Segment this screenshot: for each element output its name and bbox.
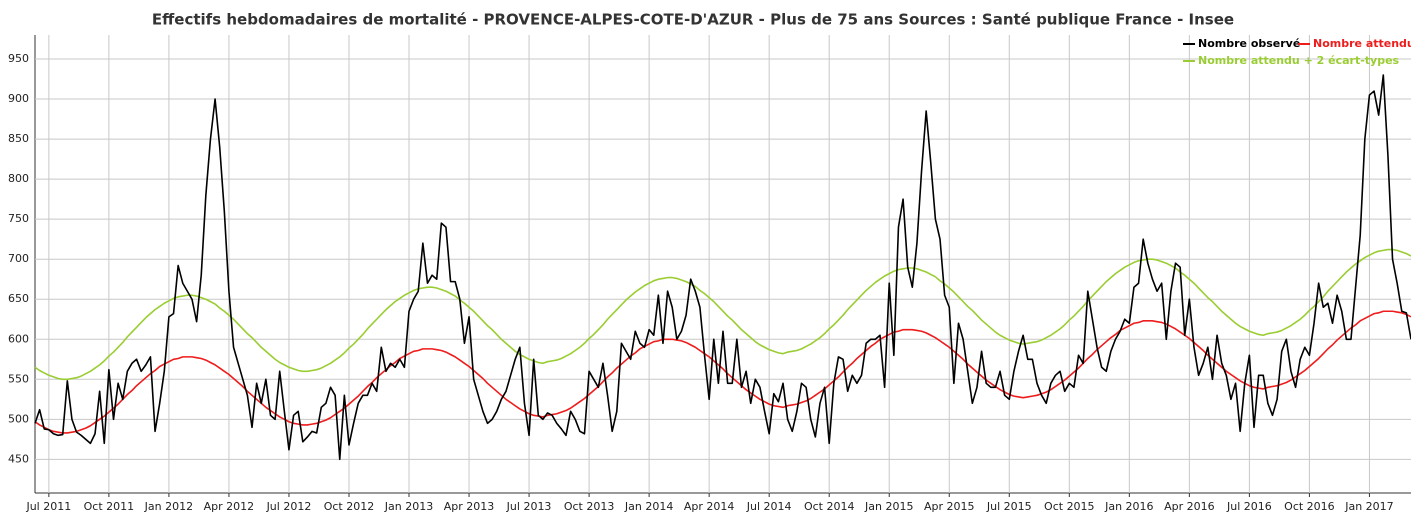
x-tick-label: Apr 2016	[1164, 500, 1215, 513]
x-tick-label: Oct 2012	[324, 500, 375, 513]
y-tick-label: 650	[8, 292, 29, 305]
x-tick-label: Oct 2013	[564, 500, 615, 513]
series-line	[34, 74, 1411, 461]
y-tick-label: 900	[8, 92, 29, 105]
y-tick-label: 700	[8, 252, 29, 265]
x-tick-label: Oct 2016	[1284, 500, 1335, 513]
legend-label: Nombre attendu	[1313, 37, 1411, 50]
x-tick-label: Apr 2012	[204, 500, 255, 513]
chart-title: Effectifs hebdomadaires de mortalité - P…	[152, 11, 1234, 29]
x-tick-label: Jul 2016	[1226, 500, 1272, 513]
x-tick-label: Jan 2013	[384, 500, 433, 513]
y-tick-label: 550	[8, 372, 29, 385]
x-tick-label: Apr 2014	[684, 500, 735, 513]
series-line	[34, 310, 1411, 434]
x-tick-label: Jan 2014	[624, 500, 673, 513]
series-line	[34, 248, 1411, 381]
x-tick-label: Jul 2015	[986, 500, 1032, 513]
y-tick-label: 500	[8, 412, 29, 425]
x-tick-label: Jan 2017	[1344, 500, 1393, 513]
x-tick-label: Oct 2014	[804, 500, 855, 513]
x-tick-label: Jan 2016	[1104, 500, 1153, 513]
x-tick-label: Jul 2014	[746, 500, 792, 513]
x-tick-label: Oct 2015	[1044, 500, 1095, 513]
y-tick-label: 600	[8, 332, 29, 345]
x-tick-label: Oct 2011	[84, 500, 135, 513]
x-tick-label: Apr 2013	[444, 500, 495, 513]
x-tick-label: Jan 2015	[864, 500, 913, 513]
x-tick-label: Jul 2011	[25, 500, 71, 513]
y-tick-label: 850	[8, 132, 29, 145]
legend-label: Nombre attendu + 2 écart-types	[1198, 54, 1400, 67]
x-tick-label: Jul 2012	[266, 500, 312, 513]
y-tick-label: 800	[8, 172, 29, 185]
x-tick-label: Jan 2012	[144, 500, 193, 513]
y-tick-label: 450	[8, 452, 29, 465]
y-tick-label: 950	[8, 52, 29, 65]
x-tick-label: Jul 2013	[506, 500, 552, 513]
legend-label: Nombre observé	[1198, 37, 1300, 50]
y-tick-label: 750	[8, 212, 29, 225]
x-tick-label: Apr 2015	[924, 500, 975, 513]
